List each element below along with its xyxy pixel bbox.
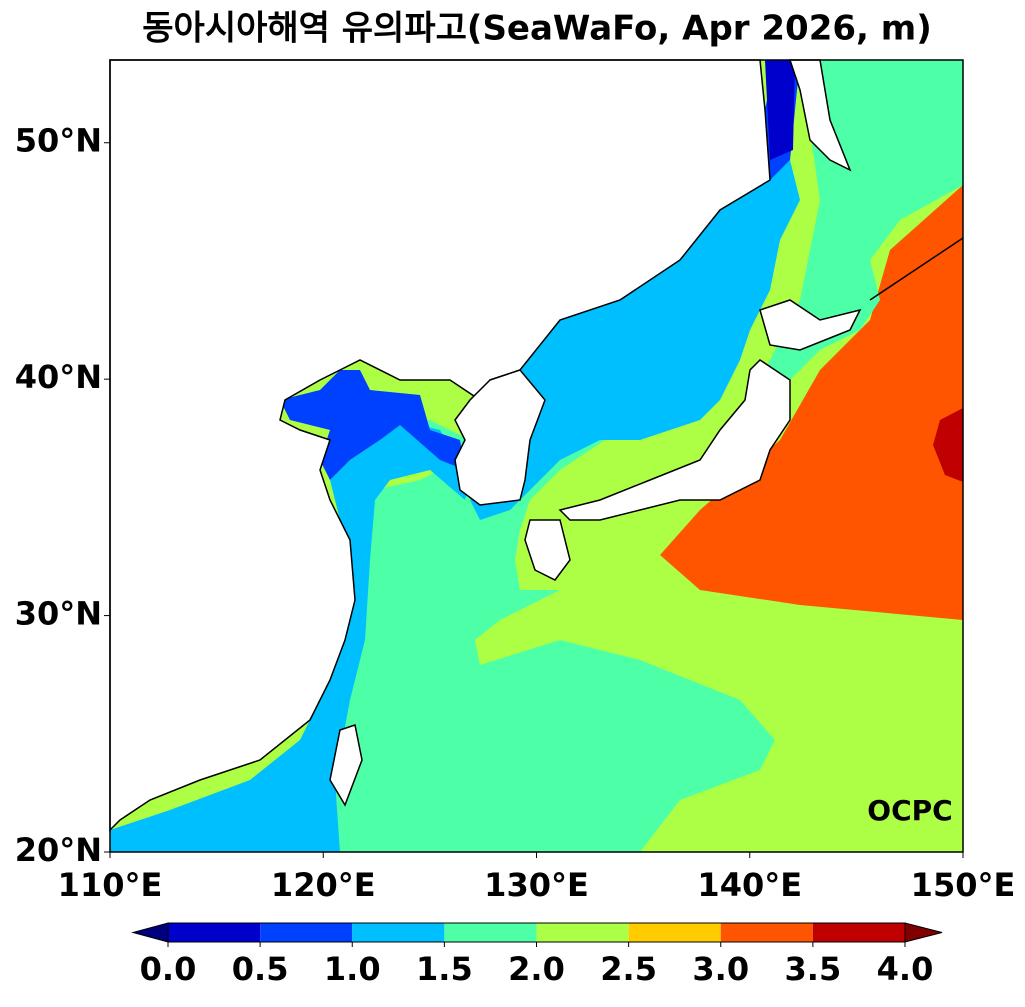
colorbar-tick-label: 2.0 <box>508 950 565 988</box>
colorbar-bin <box>352 923 445 942</box>
colorbar: 0.0 0.5 1.0 1.5 2.0 2.5 3.0 3.5 4.0 <box>131 922 943 988</box>
x-tick-label: 120°E <box>271 866 376 904</box>
x-tick-label: 140°E <box>697 866 802 904</box>
contour-region <box>470 160 800 520</box>
y-tick-label: 50°N <box>15 122 102 160</box>
colorbar-tick-label: 1.0 <box>324 950 381 988</box>
colorbar-bin <box>260 923 353 942</box>
land-sakhalin <box>788 59 852 172</box>
contour-region <box>765 60 795 160</box>
y-tick-label: 20°N <box>15 831 102 869</box>
colorbar-tick-label: 3.0 <box>692 950 749 988</box>
colorbar-over <box>904 922 943 943</box>
colorbar-bin <box>444 923 537 942</box>
logo: OCPC <box>867 794 952 827</box>
contour-region <box>110 420 470 852</box>
contour-region <box>335 420 775 852</box>
land-honshu <box>558 359 791 521</box>
contour-region <box>933 408 963 482</box>
land-korea <box>454 369 546 506</box>
colorbar-tick-label: 2.5 <box>600 950 657 988</box>
land-kyushu <box>524 519 571 581</box>
colorbar-tick-label: 3.5 <box>785 950 842 988</box>
land-taiwan <box>329 724 363 807</box>
x-tick-label: 130°E <box>484 866 589 904</box>
land-hokkaido <box>759 299 862 351</box>
contour-region <box>660 185 963 620</box>
colorbar-bin <box>168 923 261 942</box>
land-mainland <box>109 59 771 832</box>
colorbar-tick-label: 1.5 <box>416 950 473 988</box>
axes: 110°E 120°E 130°E 140°E 150°E 20°N 30°N 40°N 50°… <box>15 122 1016 904</box>
y-tick-label: 40°N <box>15 358 102 396</box>
colorbar-under <box>131 922 169 943</box>
colorbar-bin <box>812 923 905 942</box>
colorbar-bin <box>628 923 721 942</box>
land-kuril <box>869 237 964 301</box>
colorbar-tick-label: 0.0 <box>140 950 197 988</box>
land <box>109 59 964 832</box>
colorbar-tick-label: 0.5 <box>232 950 289 988</box>
x-tick-label: 110°E <box>58 866 163 904</box>
colorbar-tick-label: 4.0 <box>877 950 934 988</box>
x-tick-label: 150°E <box>911 866 1016 904</box>
chart-title: 동아시아해역 유의파고(SeaWaFo, Apr 2026, m) <box>142 9 931 49</box>
colorbar-bin <box>720 923 813 942</box>
colorbar-bin <box>536 923 629 942</box>
y-tick-label: 30°N <box>15 595 102 633</box>
